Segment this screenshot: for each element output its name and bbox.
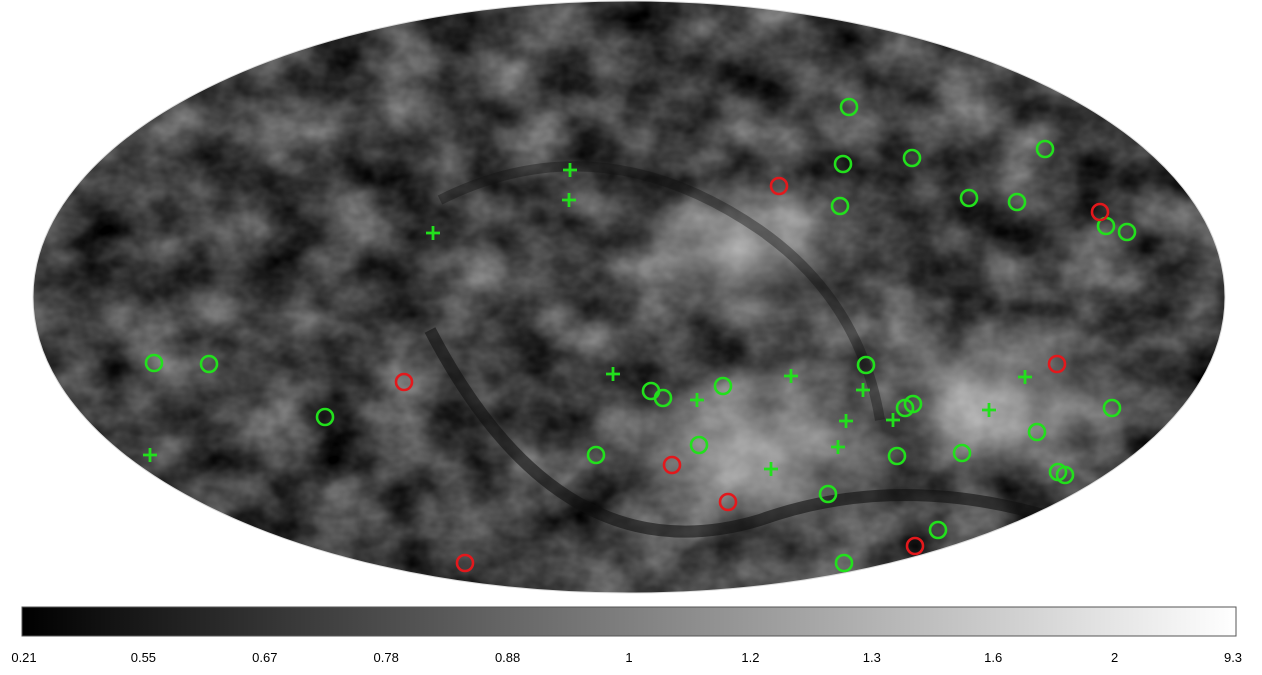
red-circle-marker bbox=[662, 455, 682, 475]
green-circle-marker bbox=[1027, 422, 1047, 442]
green-circle-marker bbox=[1055, 465, 1075, 485]
green-circle-marker bbox=[959, 188, 979, 208]
green-cross-marker bbox=[690, 393, 704, 407]
green-cross-marker bbox=[606, 367, 620, 381]
green-circle-marker bbox=[1117, 222, 1137, 242]
red-circle-marker bbox=[1047, 354, 1067, 374]
red-circle-marker bbox=[718, 492, 738, 512]
green-circle-marker bbox=[653, 388, 673, 408]
green-cross-marker bbox=[839, 414, 853, 428]
green-circle-marker bbox=[315, 407, 335, 427]
red-circle-marker bbox=[394, 372, 414, 392]
colorbar bbox=[21, 606, 1237, 637]
green-cross-marker bbox=[856, 383, 870, 397]
green-cross-marker bbox=[563, 163, 577, 177]
green-circle-marker bbox=[952, 443, 972, 463]
green-circle-marker bbox=[713, 376, 733, 396]
red-circle-marker bbox=[455, 553, 475, 573]
colorbar-tick-label: 0.21 bbox=[11, 650, 37, 665]
green-cross-marker bbox=[886, 413, 900, 427]
green-circle-marker bbox=[1035, 139, 1055, 159]
red-circle-marker bbox=[905, 536, 925, 556]
green-cross-marker bbox=[1018, 370, 1032, 384]
colorbar-tick-labels: 0.21 0.55 0.67 0.78 0.88 1 1.2 1.3 1.6 2 9.3 bbox=[0, 650, 1262, 670]
green-circle-marker bbox=[689, 435, 709, 455]
colorbar-tick-label: 1.2 bbox=[741, 650, 760, 665]
green-circle-marker bbox=[818, 484, 838, 504]
colorbar-tick-label: 0.55 bbox=[130, 650, 157, 665]
green-circle-marker bbox=[199, 354, 219, 374]
green-circle-marker bbox=[1102, 398, 1122, 418]
green-circle-marker bbox=[1007, 192, 1027, 212]
green-circle-marker bbox=[830, 196, 850, 216]
red-circle-marker bbox=[1090, 202, 1110, 222]
green-cross-marker bbox=[764, 462, 778, 476]
colorbar-tick-label: 0.88 bbox=[494, 650, 521, 665]
colorbar-tick-label: 0.67 bbox=[252, 650, 278, 665]
green-circle-marker bbox=[887, 446, 907, 466]
green-circle-marker bbox=[856, 355, 876, 375]
green-cross-marker bbox=[982, 403, 996, 417]
source-markers bbox=[143, 97, 1137, 573]
colorbar-tick-label: 2 bbox=[1110, 650, 1119, 665]
colorbar-tick-label: 1.3 bbox=[862, 650, 881, 665]
green-circle-marker bbox=[928, 520, 948, 540]
green-circle-marker bbox=[586, 445, 606, 465]
colorbar-tick-label: 1.6 bbox=[984, 650, 1003, 665]
map-ellipse bbox=[33, 1, 1225, 593]
map-outline bbox=[32, 0, 1226, 594]
green-circle-marker bbox=[839, 97, 859, 117]
green-circle-marker bbox=[903, 394, 923, 414]
green-circle-marker bbox=[144, 353, 164, 373]
colorbar-tick-label: 1 bbox=[625, 650, 633, 665]
green-circle-marker bbox=[902, 148, 922, 168]
green-cross-marker bbox=[562, 193, 576, 207]
green-cross-marker bbox=[831, 440, 845, 454]
green-circle-marker bbox=[833, 154, 853, 174]
green-cross-marker bbox=[426, 226, 440, 240]
green-cross-marker bbox=[143, 448, 157, 462]
colorbar-tick-label: 0.78 bbox=[373, 650, 399, 665]
colorbar-tick-label: 9.3 bbox=[1223, 650, 1243, 665]
green-circle-marker bbox=[834, 553, 854, 573]
red-circle-marker bbox=[769, 176, 789, 196]
green-cross-marker bbox=[784, 369, 798, 383]
